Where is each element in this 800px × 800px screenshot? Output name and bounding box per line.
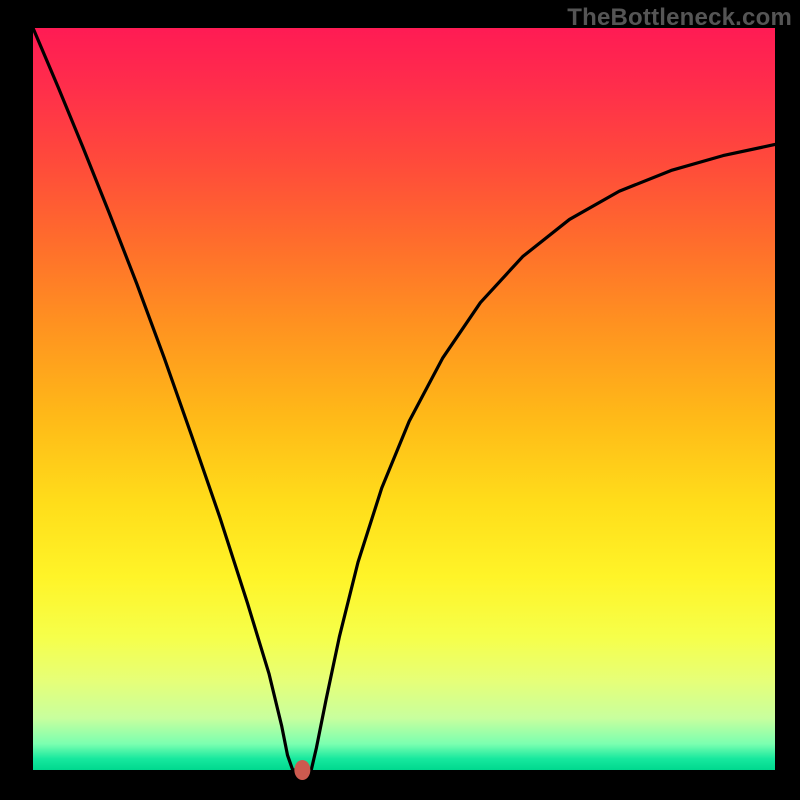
- curve-minimum-marker: [294, 760, 310, 780]
- chart-container: TheBottleneck.com: [0, 0, 800, 800]
- chart-svg: [0, 0, 800, 800]
- plot-gradient-background: [33, 28, 775, 770]
- watermark-label: TheBottleneck.com: [567, 4, 792, 32]
